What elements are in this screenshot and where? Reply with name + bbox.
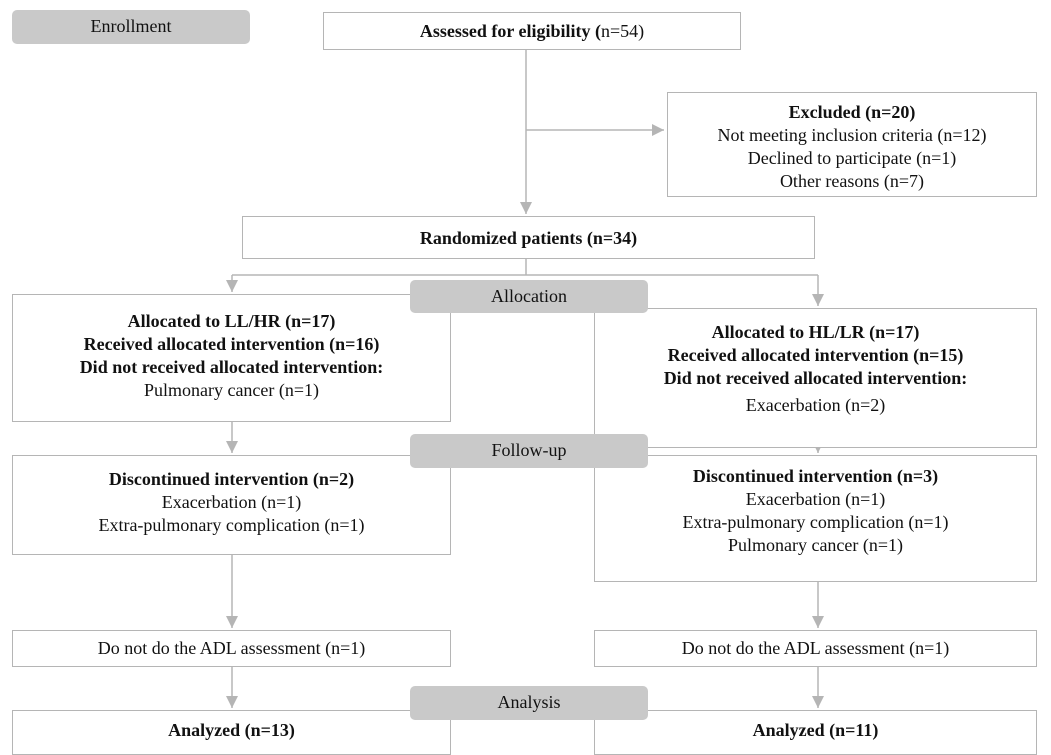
adl-box: Do not do the ADL assessment (n=1) xyxy=(12,630,451,667)
line: Exacerbation (n=2) xyxy=(745,395,886,415)
heading: Received allocated intervention (n=16) xyxy=(83,334,380,354)
followup-box: Discontinued intervention (n=2) Exacerba… xyxy=(12,455,451,555)
allocation-box: Allocated to HL/LR (n=17) Received alloc… xyxy=(594,308,1037,448)
line: Do not do the ADL assessment (n=1) xyxy=(681,638,950,658)
heading: Received allocated intervention (n=15) xyxy=(667,345,964,365)
heading: Allocated to LL/HR (n=17) xyxy=(127,311,336,331)
stage-label: Follow-up xyxy=(410,434,648,468)
line: Declined to participate (n=1) xyxy=(747,148,957,168)
line: Extra-pulmonary complication (n=1) xyxy=(98,515,365,535)
heading: Allocated to HL/LR (n=17) xyxy=(711,322,920,342)
randomized-box: Randomized patients (n=34) xyxy=(242,216,815,259)
line: Do not do the ADL assessment (n=1) xyxy=(97,638,366,658)
adl-box: Do not do the ADL assessment (n=1) xyxy=(594,630,1037,667)
allocation-box: Allocated to LL/HR (n=17) Received alloc… xyxy=(12,294,451,422)
assessed-box: Assessed for eligibility (n=54) xyxy=(323,12,741,50)
excluded-box: Excluded (n=20) Not meeting inclusion cr… xyxy=(667,92,1037,197)
analysis-box: Analyzed (n=11) xyxy=(594,710,1037,755)
heading: Excluded (n=20) xyxy=(788,102,916,122)
heading: Discontinued intervention (n=2) xyxy=(108,469,355,489)
line: Pulmonary cancer (n=1) xyxy=(143,380,320,400)
heading: Randomized patients (n=34) xyxy=(419,228,638,248)
line: Pulmonary cancer (n=1) xyxy=(727,535,904,555)
heading: Did not received allocated intervention: xyxy=(79,357,384,377)
line: Exacerbation (n=1) xyxy=(161,492,302,512)
stage-label: Enrollment xyxy=(12,10,250,44)
line: Exacerbation (n=1) xyxy=(745,489,886,509)
line: Not meeting inclusion criteria (n=12) xyxy=(717,125,987,145)
stage-label: Analysis xyxy=(410,686,648,720)
heading: Discontinued intervention (n=3) xyxy=(692,466,939,486)
line: Other reasons (n=7) xyxy=(779,171,925,191)
stage-label: Allocation xyxy=(410,280,648,313)
heading: Analyzed (n=11) xyxy=(752,720,879,740)
followup-box: Discontinued intervention (n=3) Exacerba… xyxy=(594,455,1037,582)
analysis-box: Analyzed (n=13) xyxy=(12,710,451,755)
line: Extra-pulmonary complication (n=1) xyxy=(682,512,949,532)
heading: Assessed for eligibility ( xyxy=(419,21,601,41)
heading: Analyzed (n=13) xyxy=(168,720,295,740)
heading: Did not received allocated intervention: xyxy=(663,368,968,388)
text: n=54) xyxy=(601,21,645,41)
